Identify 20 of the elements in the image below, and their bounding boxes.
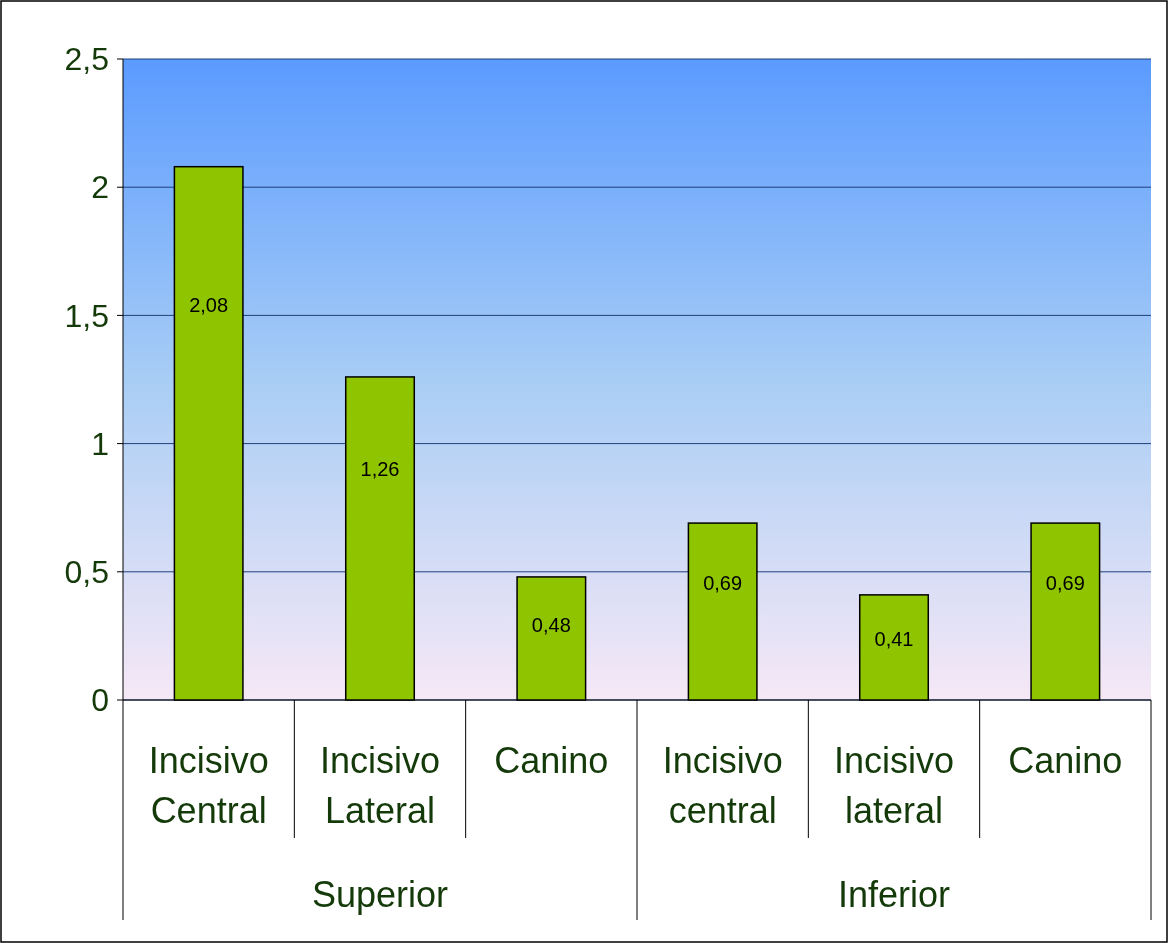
x-tick-label: Incisivo Central	[148, 740, 269, 831]
y-tick-label: 1	[91, 425, 109, 462]
y-tick-label: 0	[91, 682, 109, 719]
text: Inferior	[837, 874, 951, 915]
x-tick-label: Incisivo lateral	[833, 740, 955, 831]
data-label: 0,41	[874, 628, 914, 650]
y-tick-label: 1,5	[64, 297, 109, 334]
y-tick-label: 0,5	[64, 554, 109, 590]
data-label: 0,69	[1045, 572, 1085, 595]
y-tick-label: 2,5	[64, 41, 109, 78]
y-tick-label: 2	[91, 169, 109, 206]
text: Superior	[311, 874, 449, 915]
data-label: 2,08	[189, 294, 229, 317]
x-tick-label: Incisivo central	[662, 740, 783, 831]
x-tick-label: Canino	[494, 740, 609, 781]
data-label: 1,26	[360, 458, 400, 481]
data-label: 0,48	[531, 614, 571, 636]
data-label: 0,69	[703, 572, 743, 595]
x-tick-label: Incisivo Lateral	[319, 740, 441, 831]
x-tick-label: Canino	[1008, 740, 1123, 781]
